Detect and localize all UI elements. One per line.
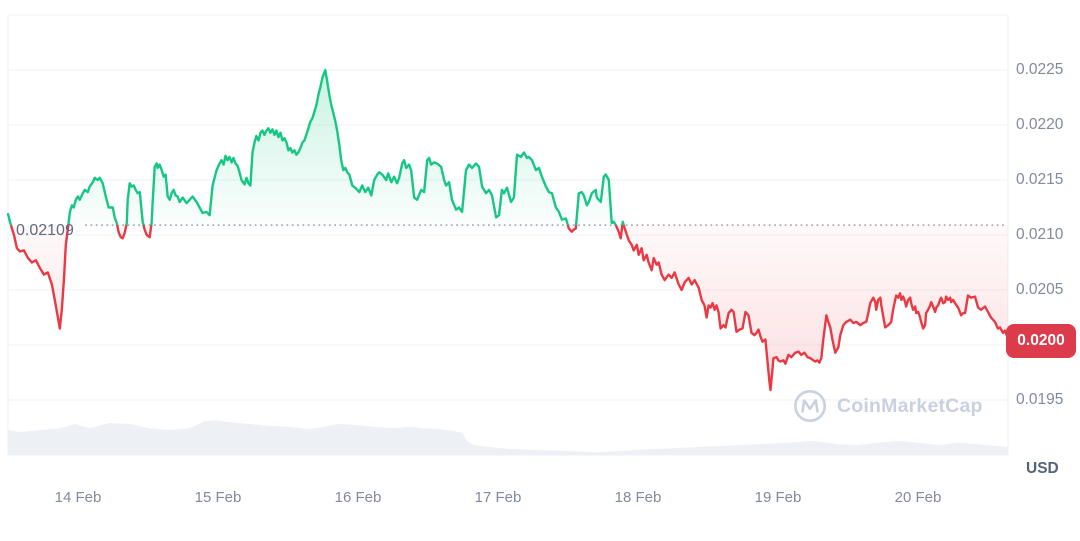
baseline-price-label: 0.02109	[16, 222, 74, 239]
current-price-badge: 0.0200	[1006, 324, 1076, 358]
price-line-down	[9, 225, 1010, 392]
x-axis-label: 20 Feb	[894, 489, 942, 506]
x-axis-label: 15 Feb	[194, 489, 242, 506]
y-axis-label: 0.0205	[1016, 281, 1064, 298]
watermark-text: CoinMarketCap	[837, 394, 983, 417]
x-axis-label: 19 Feb	[754, 489, 802, 506]
y-axis-label: 0.0225	[1016, 61, 1064, 78]
y-axis-label: 0.0210	[1016, 226, 1064, 243]
coinmarketcap-logo-icon	[794, 390, 826, 422]
volume-area	[8, 420, 1008, 455]
x-axis-label: 17 Feb	[474, 489, 522, 506]
y-axis-label: 0.0220	[1016, 116, 1064, 133]
gain-area-fill	[8, 70, 1008, 226]
x-axis-label: 16 Feb	[334, 489, 382, 506]
currency-unit-label: USD	[1026, 460, 1059, 477]
price-line-up	[6, 68, 625, 226]
y-axis-label: 0.0215	[1016, 171, 1064, 188]
loss-area-fill	[10, 225, 1008, 391]
x-axis-label: 18 Feb	[614, 489, 662, 506]
y-axis-label: 0.0195	[1016, 391, 1064, 408]
x-axis-label: 14 Feb	[54, 489, 102, 506]
coinmarketcap-watermark: CoinMarketCap	[792, 388, 983, 424]
